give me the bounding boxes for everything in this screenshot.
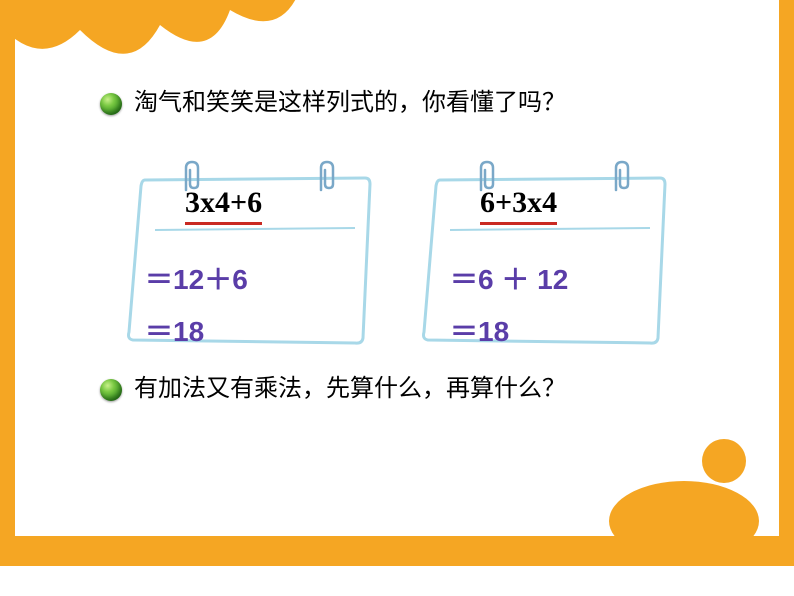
decor-cloud-top: [0, 0, 360, 90]
heading-2: 有加法又有乘法，先算什么，再算什么？: [100, 368, 566, 403]
paperclip-icon: [315, 160, 335, 195]
frame-right: [779, 0, 794, 536]
paperclip-icon: [610, 160, 630, 195]
step1-left: ＝12＋6: [145, 258, 248, 298]
expression-right: 6+3x4: [480, 186, 557, 220]
decor-blob-bottom: [604, 426, 764, 546]
notepad-right: 6+3x4 ＝6 ＋ 12 ＝18: [420, 170, 670, 340]
heading-1-text: 淘气和笑笑是这样列式的，你看懂了吗？: [134, 90, 566, 116]
notepad-left: 3x4+6 ＝12＋6 ＝18: [125, 170, 375, 340]
step2-left: ＝18: [145, 310, 204, 350]
expression-left: 3x4+6: [185, 186, 262, 220]
bullet-icon: [100, 93, 122, 115]
frame-bottom-inner: [0, 566, 794, 596]
bullet-icon: [100, 379, 122, 401]
step1-right: ＝6 ＋ 12: [450, 258, 568, 298]
step2-right: ＝18: [450, 310, 509, 350]
heading-2-text: 有加法又有乘法，先算什么，再算什么？: [134, 376, 566, 402]
heading-1: 淘气和笑笑是这样列式的，你看懂了吗？: [100, 82, 566, 117]
